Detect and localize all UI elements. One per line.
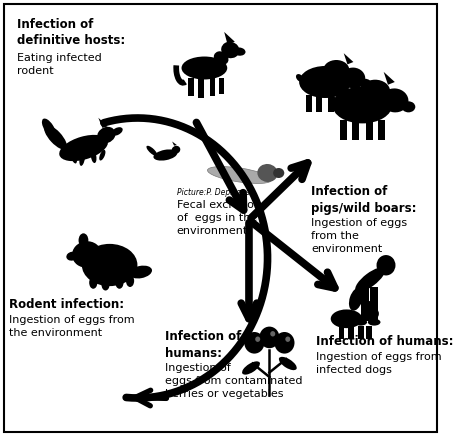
Ellipse shape (355, 319, 367, 326)
Polygon shape (224, 32, 235, 44)
Bar (348, 326, 354, 339)
Ellipse shape (146, 146, 157, 156)
Ellipse shape (59, 135, 108, 161)
Bar (358, 326, 364, 339)
Bar (338, 326, 344, 339)
Circle shape (255, 337, 260, 342)
Bar (316, 95, 322, 112)
Ellipse shape (299, 66, 351, 98)
Ellipse shape (323, 60, 349, 80)
Ellipse shape (233, 48, 246, 56)
Polygon shape (98, 118, 108, 128)
Bar (188, 78, 194, 96)
Polygon shape (172, 141, 177, 146)
Ellipse shape (70, 150, 77, 164)
Ellipse shape (349, 288, 363, 311)
Circle shape (259, 327, 280, 348)
Ellipse shape (115, 276, 124, 289)
Text: Infection of
humans:: Infection of humans: (165, 330, 242, 360)
Text: Infection of
pigs/wild boars:: Infection of pigs/wild boars: (311, 185, 417, 215)
Ellipse shape (208, 167, 272, 184)
Text: Infection of
definitive hosts:: Infection of definitive hosts: (17, 18, 125, 48)
Ellipse shape (42, 119, 56, 137)
Ellipse shape (66, 252, 78, 261)
Circle shape (285, 337, 290, 342)
Ellipse shape (91, 150, 97, 163)
Polygon shape (383, 72, 395, 85)
Bar (198, 78, 204, 98)
Text: Ingestion of eggs
from the
environment: Ingestion of eggs from the environment (311, 218, 407, 254)
Text: Infection of humans:: Infection of humans: (316, 335, 453, 348)
Text: Ingestion of eggs from
the environment: Ingestion of eggs from the environment (9, 315, 135, 338)
Ellipse shape (279, 357, 297, 370)
Circle shape (244, 332, 264, 354)
Ellipse shape (182, 57, 227, 79)
Ellipse shape (296, 74, 304, 82)
Ellipse shape (359, 79, 371, 89)
Polygon shape (344, 53, 354, 65)
Ellipse shape (381, 89, 409, 112)
Ellipse shape (172, 146, 180, 154)
Ellipse shape (129, 266, 152, 279)
Ellipse shape (331, 310, 362, 328)
Bar (370, 286, 378, 320)
Ellipse shape (101, 278, 109, 290)
Bar (361, 286, 369, 320)
Ellipse shape (82, 244, 137, 286)
Circle shape (270, 331, 275, 337)
Ellipse shape (126, 275, 134, 287)
Ellipse shape (273, 168, 284, 178)
Ellipse shape (111, 127, 123, 136)
Ellipse shape (44, 125, 67, 150)
Ellipse shape (242, 361, 260, 375)
Text: Rodent infection:: Rodent infection: (9, 298, 124, 311)
Text: Fecal excretion
of  eggs in the
environment: Fecal excretion of eggs in the environme… (176, 200, 261, 235)
Circle shape (376, 255, 395, 276)
Bar (366, 326, 372, 339)
Ellipse shape (154, 150, 177, 160)
Ellipse shape (79, 150, 85, 166)
Ellipse shape (221, 42, 239, 58)
Ellipse shape (360, 80, 390, 103)
Ellipse shape (368, 319, 381, 326)
Bar (352, 120, 359, 140)
Bar (306, 95, 312, 112)
Ellipse shape (99, 150, 105, 160)
Bar (210, 78, 215, 96)
Bar (366, 120, 373, 140)
Ellipse shape (214, 51, 228, 65)
Ellipse shape (365, 301, 373, 313)
Circle shape (274, 332, 294, 354)
Ellipse shape (365, 307, 379, 320)
Text: Picture:P. Deplazes: Picture:P. Deplazes (176, 188, 249, 197)
Bar (340, 120, 347, 140)
Ellipse shape (342, 68, 365, 89)
Ellipse shape (329, 96, 338, 105)
Ellipse shape (79, 233, 88, 247)
Text: Ingestion of eggs from
infected dogs: Ingestion of eggs from infected dogs (316, 352, 441, 375)
Ellipse shape (257, 164, 278, 182)
Bar (338, 95, 345, 112)
Ellipse shape (332, 87, 392, 123)
Ellipse shape (89, 276, 97, 289)
Bar (378, 120, 384, 140)
Ellipse shape (355, 267, 385, 292)
Ellipse shape (97, 127, 116, 143)
Bar (219, 78, 224, 94)
Ellipse shape (72, 241, 101, 268)
Bar (328, 95, 334, 112)
Ellipse shape (401, 101, 415, 112)
Text: Eating infected
rodent: Eating infected rodent (17, 53, 101, 76)
Text: Ingestion of
eggs from contaminated
berries or vegetables: Ingestion of eggs from contaminated berr… (165, 363, 303, 399)
